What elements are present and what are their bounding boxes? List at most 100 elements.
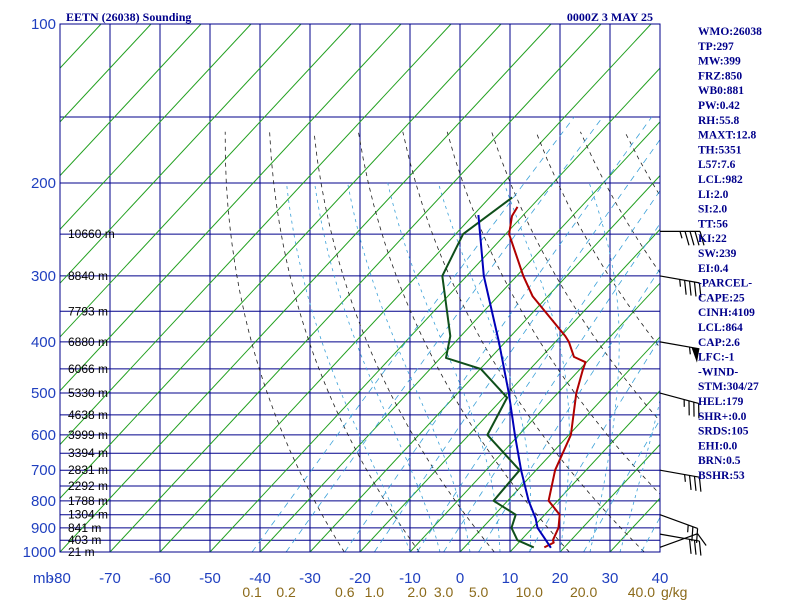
barb-staff <box>659 469 700 478</box>
temperature-tick-label: -60 <box>149 570 171 587</box>
index-value: SRDS:105 <box>698 426 749 438</box>
index-value: BRN:0.5 <box>698 455 741 467</box>
pressure-tick-label: 100 <box>31 16 56 33</box>
mixing-ratio-label: 20.0 <box>570 584 597 600</box>
temperature-tick-label: -20 <box>349 570 371 587</box>
index-value: WB0:881 <box>698 85 744 97</box>
height-label: 10660 m <box>68 227 115 241</box>
skewed-isotherm <box>159 24 652 552</box>
mixing-ratio-label: 40.0 <box>628 584 655 600</box>
plot-grid <box>0 24 800 552</box>
barb-staff <box>659 392 699 404</box>
height-label: 3999 m <box>68 428 108 442</box>
index-value: SHR+:0.0 <box>698 411 747 423</box>
mixing-ratio-unit: g/kg <box>661 584 687 600</box>
pressure-tick-label: 500 <box>31 385 56 402</box>
pressure-tick-label: 1000 <box>23 544 56 561</box>
barb-half <box>687 524 689 533</box>
wind-barb <box>659 514 699 543</box>
moist-adiabat <box>347 182 471 552</box>
temperature-tick-label: 0 <box>456 570 464 587</box>
skewed-isotherm <box>409 282 660 552</box>
index-value: TP:297 <box>698 41 734 53</box>
index-value: -WIND- <box>698 366 738 378</box>
index-value: -PARCEL- <box>698 278 752 290</box>
skewed-isotherm <box>60 24 502 499</box>
indices-list: WMO:26038 TP:297 MW:399 FRZ:850 WB0:881 PW:0.… <box>698 26 762 482</box>
temperature-tick-label: 10 <box>502 570 519 587</box>
index-value: SI:2.0 <box>698 204 727 216</box>
height-label: 8840 m <box>68 269 108 283</box>
wind-barb <box>659 341 700 363</box>
temperature-tick-label: 20 <box>552 570 569 587</box>
mixing-ratio-line <box>251 116 575 552</box>
dry-adiabat <box>446 131 660 495</box>
height-label: 6066 m <box>68 362 108 376</box>
mixing-ratio-label: 0.1 <box>242 584 262 600</box>
index-value: CAP:2.6 <box>698 337 740 349</box>
wind-barb <box>659 275 702 298</box>
index-value: LCL:982 <box>698 174 743 186</box>
barb-half <box>679 231 683 239</box>
index-value: CAPE:25 <box>698 292 745 304</box>
barb-full <box>694 231 700 246</box>
index-value: WMO:26038 <box>698 26 762 38</box>
wind-barb <box>659 533 707 548</box>
barb-full <box>693 476 697 491</box>
mixing-ratio-line <box>528 337 660 552</box>
barb-staff <box>659 514 698 529</box>
index-value: BSHR:53 <box>698 470 745 482</box>
height-label: 2292 m <box>68 479 108 493</box>
index-value: LFC:-1 <box>698 352 735 364</box>
dry-adiabat <box>313 131 495 552</box>
index-value: FRZ:850 <box>698 70 742 82</box>
height-label: 6880 m <box>68 335 108 349</box>
skewed-isotherm <box>559 443 660 552</box>
height-label: 403 m <box>68 533 101 547</box>
barb-full <box>693 281 697 297</box>
temperature-tick-label: -30 <box>299 570 321 587</box>
barb-full <box>688 281 692 296</box>
skewed-isotherm <box>0 24 1 552</box>
index-value: MW:399 <box>698 56 741 68</box>
station-title: EETN (26038) Sounding <box>66 10 191 24</box>
temperature-tick-label: -80 <box>49 570 71 587</box>
moist-adiabat <box>588 182 620 552</box>
barb-full <box>684 280 687 295</box>
mixing-ratio-line <box>344 116 653 552</box>
barb-full <box>684 231 690 246</box>
barb-full <box>693 540 697 555</box>
temperature-tick-label: 40 <box>652 570 669 587</box>
temperature-tick-label: -50 <box>199 570 221 587</box>
skewed-isotherm <box>60 24 552 552</box>
wind-barb <box>659 533 702 556</box>
index-value: PW:0.42 <box>698 100 740 112</box>
height-label: 2831 m <box>68 463 108 477</box>
wind-barb <box>660 230 705 246</box>
moist-adiabat <box>437 182 532 552</box>
skewed-isotherm <box>459 336 660 552</box>
barb-full <box>699 231 705 246</box>
height-labels: 10660 m 8840 m 7793 m 6880 m 6066 m 5330 m 463… <box>68 227 115 559</box>
moist-adiabat <box>619 398 660 552</box>
barb-staff <box>659 341 700 350</box>
pressure-tick-label: 800 <box>31 493 56 510</box>
mixing-ratio-label: 5.0 <box>469 584 489 600</box>
skewed-isotherm <box>109 24 602 552</box>
skewed-isotherm <box>60 24 402 392</box>
temperature-tick-label: -10 <box>399 570 421 587</box>
index-value: STM:304/27 <box>698 381 759 393</box>
index-value: HEL:179 <box>698 396 744 408</box>
parcel-curve <box>477 214 552 549</box>
height-label: 3394 m <box>68 446 108 460</box>
sounding-curves <box>441 196 587 549</box>
temperature-tick-label: -70 <box>99 570 121 587</box>
pressure-tick-label: 600 <box>31 427 56 444</box>
skewed-isotherm <box>259 121 660 552</box>
dry-adiabat <box>758 132 800 552</box>
skewed-isotherm <box>60 24 302 284</box>
skewed-isotherm <box>760 24 800 552</box>
height-label: 1304 m <box>68 508 108 522</box>
